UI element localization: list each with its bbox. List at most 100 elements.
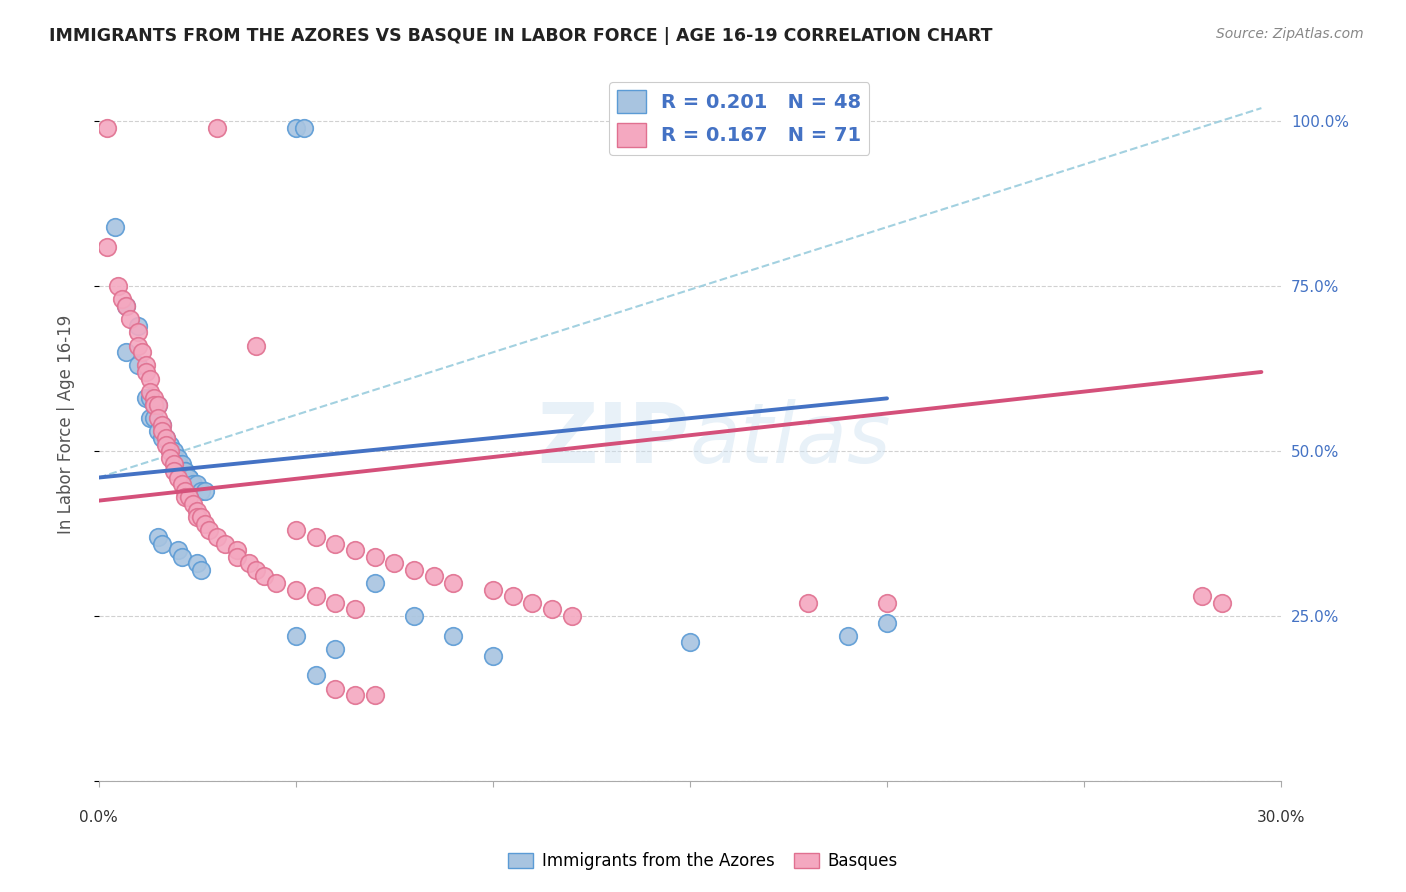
- Point: [159, 437, 181, 451]
- Point: [155, 437, 177, 451]
- Point: [284, 524, 307, 538]
- Point: [146, 425, 169, 439]
- Point: [131, 345, 153, 359]
- Point: [343, 543, 366, 558]
- Point: [146, 411, 169, 425]
- Text: atlas: atlas: [690, 399, 891, 480]
- Point: [163, 450, 186, 465]
- Point: [404, 563, 426, 577]
- Point: [837, 629, 859, 643]
- Point: [502, 589, 524, 603]
- Point: [190, 483, 212, 498]
- Point: [292, 120, 315, 135]
- Point: [163, 444, 186, 458]
- Point: [139, 411, 162, 425]
- Point: [150, 417, 173, 432]
- Point: [150, 417, 173, 432]
- Point: [143, 398, 166, 412]
- Point: [127, 318, 149, 333]
- Point: [135, 365, 157, 379]
- Point: [127, 326, 149, 340]
- Point: [343, 688, 366, 702]
- Point: [166, 458, 188, 472]
- Point: [159, 444, 181, 458]
- Point: [166, 543, 188, 558]
- Point: [155, 431, 177, 445]
- Point: [115, 299, 138, 313]
- Point: [1211, 596, 1233, 610]
- Point: [561, 609, 583, 624]
- Point: [363, 549, 385, 564]
- Point: [170, 477, 193, 491]
- Point: [183, 477, 205, 491]
- Point: [150, 425, 173, 439]
- Point: [115, 299, 138, 313]
- Point: [143, 392, 166, 406]
- Point: [423, 569, 446, 583]
- Point: [323, 536, 346, 550]
- Point: [146, 398, 169, 412]
- Point: [170, 549, 193, 564]
- Point: [323, 681, 346, 696]
- Point: [174, 464, 197, 478]
- Text: ZIP: ZIP: [537, 399, 690, 480]
- Point: [214, 536, 236, 550]
- Point: [139, 371, 162, 385]
- Point: [96, 240, 118, 254]
- Point: [143, 411, 166, 425]
- Point: [163, 464, 186, 478]
- Point: [139, 384, 162, 399]
- Point: [225, 549, 247, 564]
- Point: [284, 120, 307, 135]
- Point: [120, 312, 142, 326]
- Point: [170, 458, 193, 472]
- Point: [876, 596, 898, 610]
- Point: [179, 470, 201, 484]
- Point: [127, 359, 149, 373]
- Legend: Immigrants from the Azores, Basques: Immigrants from the Azores, Basques: [502, 846, 904, 877]
- Point: [115, 345, 138, 359]
- Point: [174, 483, 197, 498]
- Point: [127, 338, 149, 352]
- Point: [304, 530, 326, 544]
- Point: [363, 576, 385, 591]
- Point: [363, 688, 385, 702]
- Point: [96, 120, 118, 135]
- Point: [245, 563, 267, 577]
- Point: [522, 596, 544, 610]
- Point: [111, 293, 134, 307]
- Point: [150, 431, 173, 445]
- Point: [179, 470, 201, 484]
- Point: [183, 497, 205, 511]
- Point: [179, 491, 201, 505]
- Point: [443, 629, 465, 643]
- Point: [166, 470, 188, 484]
- Point: [205, 530, 228, 544]
- Point: [225, 543, 247, 558]
- Point: [284, 629, 307, 643]
- Point: [253, 569, 276, 583]
- Point: [146, 398, 169, 412]
- Point: [343, 602, 366, 616]
- Point: [159, 444, 181, 458]
- Point: [876, 615, 898, 630]
- Point: [194, 516, 217, 531]
- Point: [323, 642, 346, 657]
- Point: [139, 392, 162, 406]
- Text: Source: ZipAtlas.com: Source: ZipAtlas.com: [1216, 27, 1364, 41]
- Point: [159, 450, 181, 465]
- Point: [186, 510, 208, 524]
- Point: [166, 450, 188, 465]
- Point: [304, 668, 326, 682]
- Point: [238, 557, 260, 571]
- Point: [264, 576, 287, 591]
- Text: 0.0%: 0.0%: [79, 810, 118, 824]
- Point: [482, 648, 505, 663]
- Point: [186, 557, 208, 571]
- Point: [143, 398, 166, 412]
- Point: [198, 524, 221, 538]
- Point: [103, 219, 125, 234]
- Legend: R = 0.201   N = 48, R = 0.167   N = 71: R = 0.201 N = 48, R = 0.167 N = 71: [609, 82, 869, 154]
- Point: [1191, 589, 1213, 603]
- Point: [205, 120, 228, 135]
